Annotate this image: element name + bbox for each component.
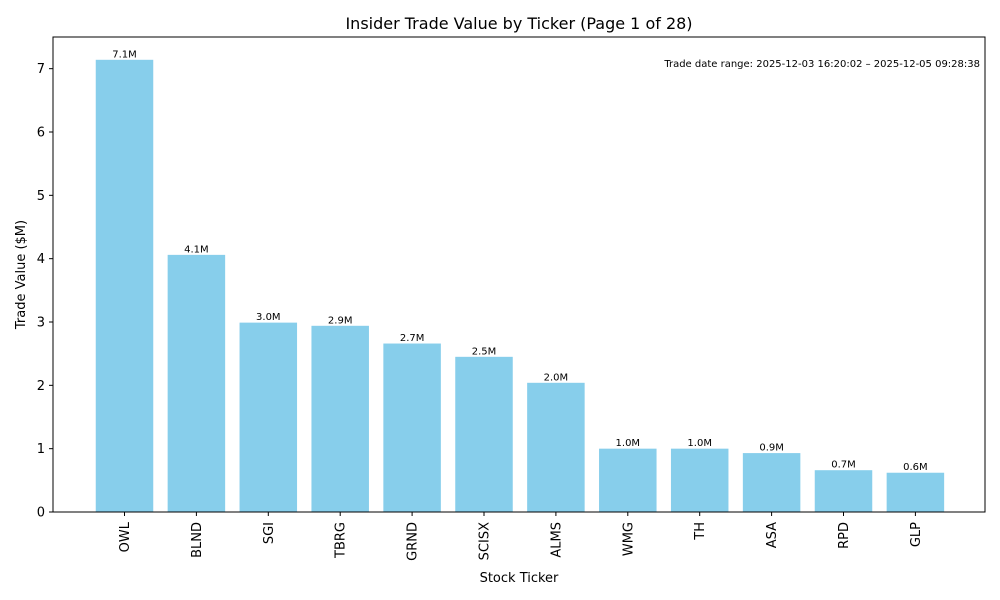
data-label-rpd: 0.7M bbox=[831, 460, 856, 471]
x-tick-label-glp: GLP bbox=[909, 522, 924, 547]
data-label-asa: 0.9M bbox=[759, 443, 784, 454]
y-tick-label-3: 3 bbox=[37, 316, 45, 331]
x-tick-label-wmg: WMG bbox=[621, 522, 636, 556]
chart-title: Insider Trade Value by Ticker (Page 1 of… bbox=[345, 14, 692, 33]
bar-blnd bbox=[167, 254, 226, 512]
data-label-blnd: 4.1M bbox=[184, 244, 209, 255]
x-tick-label-th: TH bbox=[693, 522, 708, 541]
bar-grnd bbox=[383, 343, 441, 512]
x-tick-label-alms: ALMS bbox=[549, 522, 564, 558]
bar-asa bbox=[742, 453, 801, 512]
x-tick-label-scisx: SCISX bbox=[478, 522, 493, 560]
x-axis-label: Stock Ticker bbox=[480, 571, 559, 586]
date-range-annotation: Trade date range: 2025-12-03 16:20:02 – … bbox=[663, 59, 980, 70]
bar-glp bbox=[886, 472, 945, 512]
y-tick-label-7: 7 bbox=[37, 62, 45, 77]
bars-layer bbox=[95, 59, 945, 513]
bar-sgi bbox=[239, 322, 298, 512]
x-tick-label-owl: OWL bbox=[118, 521, 133, 552]
data-label-scisx: 2.5M bbox=[472, 346, 497, 357]
y-axis-label: Trade Value ($M) bbox=[14, 220, 29, 330]
y-tick-label-6: 6 bbox=[37, 126, 45, 141]
bar-scisx bbox=[455, 356, 513, 512]
data-label-glp: 0.6M bbox=[903, 462, 928, 473]
x-tick-label-asa: ASA bbox=[765, 522, 780, 548]
bar-th bbox=[670, 448, 729, 512]
data-label-alms: 2.0M bbox=[544, 372, 569, 383]
data-label-owl: 7.1M bbox=[112, 49, 137, 60]
data-label-grnd: 2.7M bbox=[400, 333, 425, 344]
y-tick-label-2: 2 bbox=[37, 379, 45, 394]
bar-owl bbox=[95, 59, 154, 513]
plot-frame bbox=[52, 36, 986, 513]
y-tick-label-4: 4 bbox=[37, 252, 45, 267]
x-tick-label-sgi: SGI bbox=[262, 522, 277, 544]
data-labels-layer: 7.1M 4.1M 3.0M 2.9M 2.7M 2.5M 2.0M 1.0M 1.0M 0.9M… bbox=[112, 49, 927, 473]
bar-wmg bbox=[599, 448, 657, 512]
data-label-th: 1.0M bbox=[687, 438, 712, 449]
y-tick-label-5: 5 bbox=[37, 189, 45, 204]
y-axis: 0 1 2 3 4 5 6 7 bbox=[37, 62, 53, 521]
x-tick-label-blnd: BLND bbox=[190, 522, 205, 558]
bar-rpd bbox=[814, 470, 873, 512]
bar-tbrg bbox=[311, 325, 369, 512]
y-tick-label-0: 0 bbox=[37, 506, 45, 521]
x-axis: OWL BLND SGI TBRG GRND SCISX ALMS WMG TH ASA RPD GL… bbox=[118, 512, 924, 561]
x-tick-label-rpd: RPD bbox=[837, 522, 852, 549]
data-label-wmg: 1.0M bbox=[616, 438, 641, 449]
x-tick-label-tbrg: TBRG bbox=[334, 522, 349, 559]
y-tick-label-1: 1 bbox=[37, 442, 45, 457]
x-tick-label-grnd: GRND bbox=[406, 522, 421, 561]
bar-alms bbox=[527, 382, 585, 512]
data-label-tbrg: 2.9M bbox=[328, 315, 353, 326]
data-label-sgi: 3.0M bbox=[256, 312, 281, 323]
